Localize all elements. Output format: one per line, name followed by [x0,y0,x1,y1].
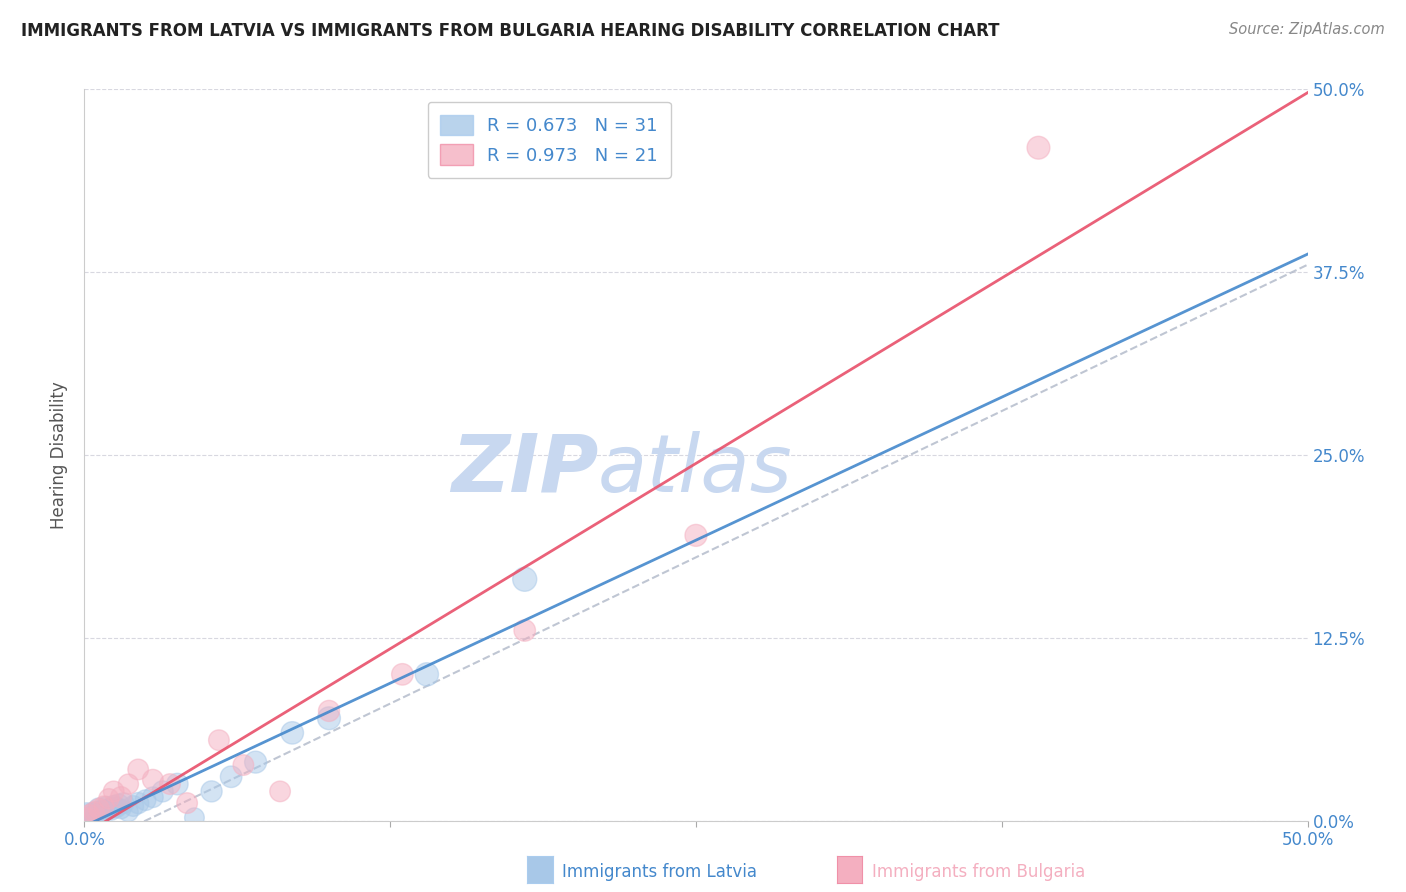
Point [83,805,105,819]
Point [416,667,439,681]
Point [281,726,304,740]
Point [176,796,198,810]
Point [245,755,267,769]
Point [77,811,100,825]
Text: IMMIGRANTS FROM LATVIA VS IMMIGRANTS FROM BULGARIA HEARING DISABILITY CORRELATIO: IMMIGRANTS FROM LATVIA VS IMMIGRANTS FRO… [21,22,1000,40]
Point [200,784,222,798]
Text: Immigrants from Latvia: Immigrants from Latvia [562,863,758,881]
Point [318,711,340,725]
Point [269,784,291,798]
Text: ZIP: ZIP [451,431,598,508]
Point [219,770,242,784]
Point [77,807,100,822]
Point [76,807,98,822]
Point [142,772,165,787]
Point [107,797,129,812]
Point [152,784,174,798]
Point [127,763,149,777]
Point [90,806,112,821]
Point [135,793,157,807]
Y-axis label: Hearing Disability: Hearing Disability [51,381,69,529]
Point [83,809,105,823]
Point [117,777,139,791]
Point [97,791,120,805]
Point [159,777,181,791]
Point [122,799,145,814]
Point [96,800,118,814]
Point [112,796,135,810]
Point [232,758,254,772]
Point [513,624,536,638]
Point [97,802,120,816]
Point [103,784,125,798]
Legend: R = 0.673   N = 31, R = 0.973   N = 21: R = 0.673 N = 31, R = 0.973 N = 21 [427,102,671,178]
Point [76,811,98,825]
Point [110,790,132,805]
Point [127,796,149,810]
Point [685,528,707,542]
Point [100,804,122,818]
Point [208,733,231,747]
Point [80,806,103,821]
Point [93,799,115,814]
Point [391,667,413,681]
Point [93,804,115,818]
Point [142,790,165,805]
Point [1028,141,1050,155]
Point [87,802,110,816]
Text: Source: ZipAtlas.com: Source: ZipAtlas.com [1229,22,1385,37]
Point [513,572,536,586]
Point [105,800,128,814]
Point [183,811,205,825]
Point [87,802,110,816]
Point [117,805,139,819]
Point [166,777,188,791]
Text: atlas: atlas [598,431,793,508]
Point [86,805,108,819]
Point [110,802,132,816]
Point [318,704,340,718]
Point [103,799,125,814]
Text: Immigrants from Bulgaria: Immigrants from Bulgaria [872,863,1085,881]
